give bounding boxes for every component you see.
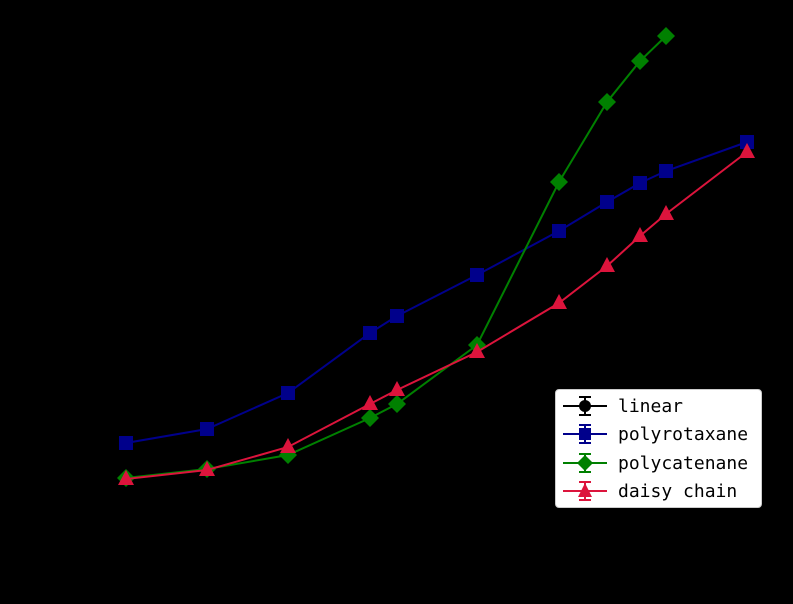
data-point	[361, 409, 379, 427]
data-point	[118, 470, 134, 485]
legend-item-daisy-chain: daisy chain	[562, 478, 737, 504]
data-point	[390, 309, 404, 323]
triangle-marker-icon	[563, 481, 607, 501]
legend-item-polycatenane: polycatenane	[562, 450, 748, 476]
data-point	[280, 438, 296, 453]
data-point	[551, 294, 567, 309]
series-daisy-chain	[118, 143, 755, 485]
data-point	[388, 395, 406, 413]
data-point	[600, 195, 614, 209]
legend-label: polyrotaxane	[618, 423, 749, 445]
data-point	[469, 343, 485, 358]
legend-item-polyrotaxane: polyrotaxane	[562, 421, 748, 447]
data-point	[739, 143, 755, 158]
data-point	[199, 461, 215, 476]
data-point	[598, 93, 616, 111]
data-point	[200, 422, 214, 436]
data-point	[740, 135, 754, 149]
data-point	[657, 27, 675, 45]
legend-label: linear	[618, 395, 684, 417]
data-point	[362, 395, 378, 410]
legend-label: daisy chain	[618, 480, 738, 502]
diamond-marker-icon	[563, 453, 607, 473]
square-marker-icon	[563, 424, 607, 444]
data-point	[631, 52, 649, 70]
data-point	[470, 268, 484, 282]
data-point	[659, 164, 673, 178]
data-point	[632, 227, 648, 242]
data-point	[281, 386, 295, 400]
series-polyrotaxane	[119, 135, 754, 450]
data-point	[633, 176, 647, 190]
data-point	[658, 205, 674, 220]
data-point	[119, 436, 133, 450]
chart-legend: linear polyrotaxane polycatenane da	[555, 389, 762, 508]
data-point	[363, 326, 377, 340]
legend-label: polycatenane	[618, 452, 749, 474]
data-point	[599, 257, 615, 272]
legend-item-linear: linear	[562, 393, 683, 419]
circle-marker-icon	[563, 396, 607, 416]
data-point	[389, 381, 405, 396]
data-point	[550, 173, 568, 191]
data-point	[552, 224, 566, 238]
